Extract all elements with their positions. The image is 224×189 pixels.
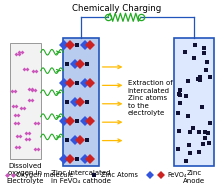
Text: Dissolved
oxygen in
Electrolyte: Dissolved oxygen in Electrolyte bbox=[6, 163, 44, 184]
Bar bbox=[10, 43, 41, 159]
Text: Extraction of
intercalated
Zinc atoms
to the
electrolyte: Extraction of intercalated Zinc atoms to… bbox=[128, 80, 172, 116]
Text: Oxygen molecule: Oxygen molecule bbox=[16, 172, 73, 178]
Bar bbox=[63, 37, 99, 166]
Text: Zinc intercalated
in FeVO₄ cathode: Zinc intercalated in FeVO₄ cathode bbox=[51, 170, 111, 184]
Text: Zinc Atoms: Zinc Atoms bbox=[101, 172, 138, 178]
Bar bbox=[174, 37, 214, 166]
Text: Chemically Charging: Chemically Charging bbox=[72, 4, 161, 13]
Text: FeVO₄: FeVO₄ bbox=[168, 172, 187, 178]
Text: Zinc
Anode: Zinc Anode bbox=[183, 170, 205, 184]
